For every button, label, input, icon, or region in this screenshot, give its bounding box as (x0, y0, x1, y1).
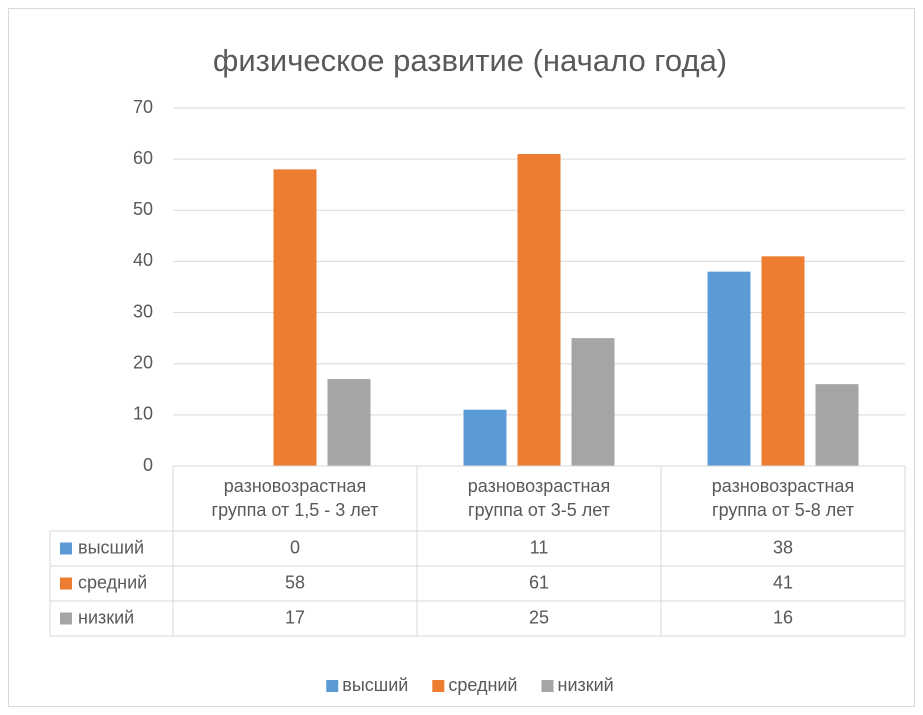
table-value: 25 (529, 607, 549, 627)
y-tick-label: 70 (133, 97, 153, 117)
table-legend-key (60, 542, 72, 555)
x-tick-label: разновозрастная группа от 3-5 лет (467, 476, 611, 520)
bar (273, 169, 317, 466)
y-tick-label: 20 (133, 352, 153, 372)
table-value: 11 (530, 537, 549, 557)
table-value: 61 (529, 572, 549, 592)
x-tick-label: разновозрастная группа от 1,5 - 3 лет (211, 476, 379, 520)
bar (815, 384, 859, 466)
table-row-label: средний (78, 572, 147, 592)
y-tick-label: 50 (133, 199, 153, 219)
table-legend-key (60, 577, 72, 590)
table-value: 38 (773, 537, 793, 557)
y-tick-label: 10 (133, 404, 153, 424)
y-tick-label: 0 (143, 455, 153, 475)
y-tick-label: 30 (133, 301, 153, 321)
bar (517, 154, 561, 466)
table-row-label: низкий (78, 607, 134, 627)
bar (463, 409, 507, 466)
bar (707, 271, 751, 466)
legend-key (326, 680, 339, 692)
y-tick-label: 40 (133, 250, 153, 270)
bar (761, 256, 805, 466)
table-legend-key (60, 612, 72, 625)
y-tick-label: 60 (133, 148, 153, 168)
table-value: 16 (773, 607, 793, 627)
bar (327, 379, 371, 466)
chart-title: физическое развитие (начало года) (213, 43, 727, 78)
table-value: 17 (285, 607, 305, 627)
legend-label: высший (342, 675, 408, 695)
legend-label: низкий (558, 675, 614, 695)
legend-label: средний (448, 675, 517, 695)
table-value: 0 (290, 537, 300, 557)
legend-key (432, 680, 445, 692)
table-value: 41 (773, 572, 793, 592)
table-row-label: высший (78, 537, 144, 557)
x-tick-label: разновозрастная группа от 5-8 лет (711, 476, 855, 520)
legend-key (541, 680, 554, 692)
table-value: 58 (285, 572, 305, 592)
bar (571, 338, 615, 466)
